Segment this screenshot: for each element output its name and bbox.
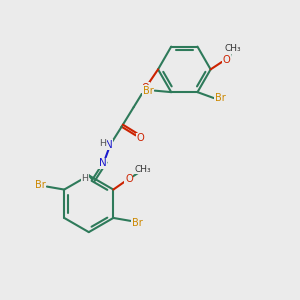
Text: H: H <box>99 139 106 148</box>
Text: O: O <box>223 55 231 64</box>
Text: Br: Br <box>143 85 154 96</box>
Text: CH₃: CH₃ <box>224 44 241 53</box>
Text: N: N <box>99 158 107 168</box>
Text: Br: Br <box>132 218 142 228</box>
Text: CH₃: CH₃ <box>135 165 152 174</box>
Text: O: O <box>125 174 133 184</box>
Text: Br: Br <box>214 93 225 103</box>
Text: H: H <box>81 175 88 184</box>
Text: N: N <box>105 140 112 150</box>
Text: Br: Br <box>35 180 46 190</box>
Text: O: O <box>136 133 144 143</box>
Text: O: O <box>142 83 149 93</box>
